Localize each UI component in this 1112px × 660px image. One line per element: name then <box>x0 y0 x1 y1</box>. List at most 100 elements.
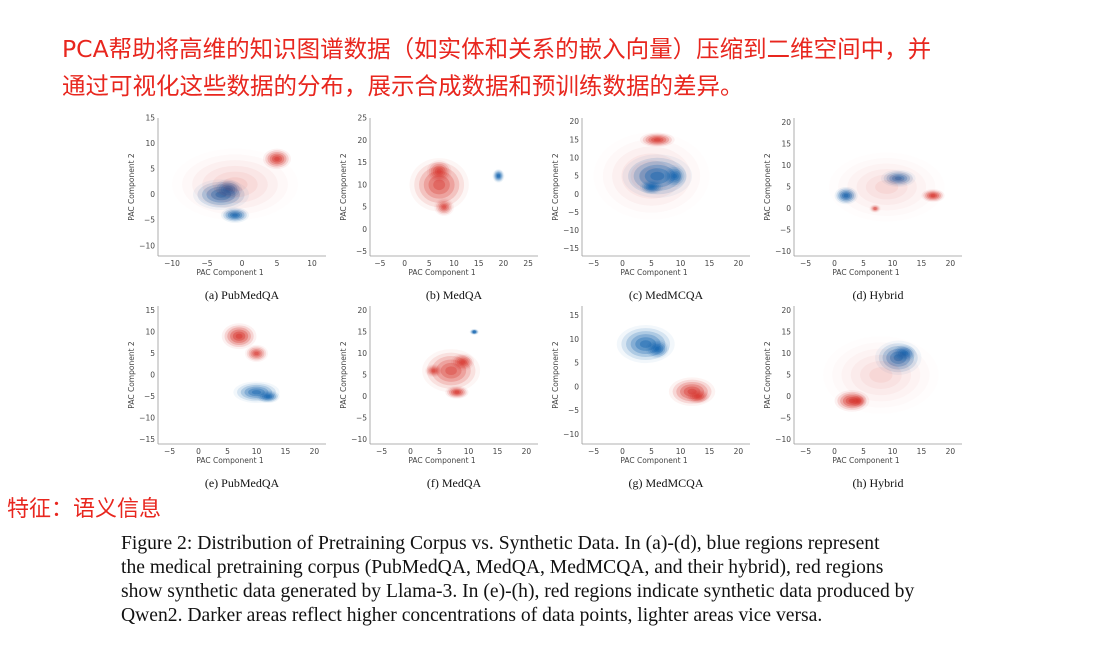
red-density-level <box>856 169 917 205</box>
red-density-level <box>433 179 446 191</box>
red-density-level <box>848 398 856 404</box>
blue-density-level <box>654 346 660 351</box>
panel-4: −5 0 5 10 15 20 −10 −5 0 5 10 15 20 PAC Component 1 PA… <box>754 112 966 302</box>
y-tick-label: −15 <box>563 244 579 253</box>
x-tick-label: 20 <box>734 259 744 268</box>
red-density-level <box>248 347 265 360</box>
blue-density-level <box>626 331 666 358</box>
blue-density-level <box>621 328 671 361</box>
red-density-level <box>875 180 899 194</box>
red-density-level <box>672 379 712 404</box>
y-tick-label: 5 <box>362 371 367 380</box>
y-tick-label: 10 <box>569 335 579 344</box>
y-tick-label: 10 <box>357 180 367 189</box>
y-tick-label: −10 <box>775 435 791 444</box>
y-axis-label: PAC Component 2 <box>127 153 136 221</box>
x-tick-label: 10 <box>676 447 686 456</box>
blue-density-level <box>240 384 273 400</box>
red-density-level <box>423 170 455 199</box>
caption-line-1: Figure 2: Distribution of Pretraining Co… <box>121 533 880 554</box>
x-tick-label: 0 <box>620 447 625 456</box>
red-density-level <box>873 207 878 211</box>
y-axis-label: PAC Component 2 <box>127 341 136 409</box>
red-density-level <box>850 354 912 396</box>
x-tick-label: −5 <box>374 259 385 268</box>
x-axis-label: PAC Component 1 <box>832 268 900 277</box>
y-tick-label: 20 <box>781 118 791 127</box>
x-tick-label: 20 <box>310 447 320 456</box>
x-tick-label: −5 <box>588 447 599 456</box>
x-tick-label: 15 <box>705 259 715 268</box>
blue-density-level <box>664 166 685 186</box>
panel-2: −5 0 5 10 15 20 25 −5 0 5 10 15 20 25 PAC Component 1 P… <box>330 112 542 302</box>
x-tick-label: 0 <box>832 259 837 268</box>
x-tick-label: 0 <box>408 447 413 456</box>
red-density-level <box>930 194 936 198</box>
red-density-level <box>445 366 457 375</box>
red-density-level <box>235 333 243 339</box>
y-tick-label: 0 <box>574 190 579 199</box>
density-plot: −5 0 5 10 15 20 −10 −5 0 5 10 15 20 PAC Component 1 PA… <box>339 306 538 465</box>
red-density-level <box>860 361 902 389</box>
x-tick-label: 0 <box>402 259 407 268</box>
x-tick-label: 15 <box>917 259 927 268</box>
red-density-level <box>428 175 450 195</box>
x-tick-label: 20 <box>946 447 956 456</box>
y-tick-label: −5 <box>780 226 791 235</box>
blue-density-level <box>251 390 262 395</box>
blue-density-level <box>635 337 657 351</box>
red-density-level <box>855 399 860 403</box>
x-tick-label: 15 <box>705 447 715 456</box>
x-tick-label: −5 <box>376 447 387 456</box>
blue-density-level <box>649 185 654 189</box>
red-density-level <box>630 160 673 192</box>
caption-line-3: show synthetic data generated by Llama-3… <box>121 581 915 602</box>
blue-density-level <box>225 187 231 192</box>
y-tick-label: 10 <box>145 139 155 148</box>
x-tick-label: 5 <box>649 259 654 268</box>
x-axis-label: PAC Component 1 <box>196 456 264 465</box>
red-density-level <box>426 365 442 377</box>
red-density-level <box>435 199 453 215</box>
blue-density-level <box>882 346 915 370</box>
blue-density-level <box>843 193 849 198</box>
y-tick-label: 25 <box>357 114 367 123</box>
blue-density-level <box>639 164 676 188</box>
blue-density-level <box>472 330 476 334</box>
red-density-level <box>202 165 268 204</box>
y-tick-label: 10 <box>569 153 579 162</box>
annotation-top-line-2: 通过可视化这些数据的分布，展示合成数据和预训练数据的差异。 <box>62 72 744 100</box>
red-density-level <box>438 202 450 212</box>
y-axis-label: PAC Component 2 <box>339 153 348 221</box>
y-tick-label: 5 <box>574 172 579 181</box>
blue-density-level <box>644 168 670 184</box>
red-density-level <box>414 162 465 208</box>
blue-density-level <box>197 181 245 208</box>
blue-density-level <box>889 173 908 183</box>
red-density-level <box>871 205 880 212</box>
y-tick-label: −5 <box>144 216 155 225</box>
caption-line-4: Qwen2. Darker areas reflect higher conce… <box>121 605 823 626</box>
y-tick-label: −5 <box>780 414 791 423</box>
x-axis-label: PAC Component 1 <box>196 268 264 277</box>
blue-density-level <box>875 340 922 375</box>
blue-density-level <box>232 213 238 217</box>
annotation-side: 特征：语义信息 <box>7 497 162 522</box>
red-density-level <box>695 394 701 398</box>
red-density-level <box>430 368 437 374</box>
figure-panels: −10 −5 0 5 10 −10 −5 0 5 10 15 PAC Component 1 PAC C… <box>118 112 988 492</box>
y-tick-label: −5 <box>356 414 367 423</box>
blue-density-level <box>193 179 249 210</box>
y-tick-label: 10 <box>357 349 367 358</box>
y-tick-label: −5 <box>568 208 579 217</box>
x-tick-label: 5 <box>225 447 230 456</box>
y-tick-label: −15 <box>139 435 155 444</box>
y-tick-label: 5 <box>786 183 791 192</box>
x-axis-label: PAC Component 1 <box>832 456 900 465</box>
red-density-level <box>422 349 481 393</box>
x-tick-label: 5 <box>649 447 654 456</box>
blue-density-level <box>880 169 916 187</box>
y-tick-label: −10 <box>139 241 155 250</box>
blue-density-level <box>886 172 911 185</box>
x-tick-label: −5 <box>201 259 212 268</box>
